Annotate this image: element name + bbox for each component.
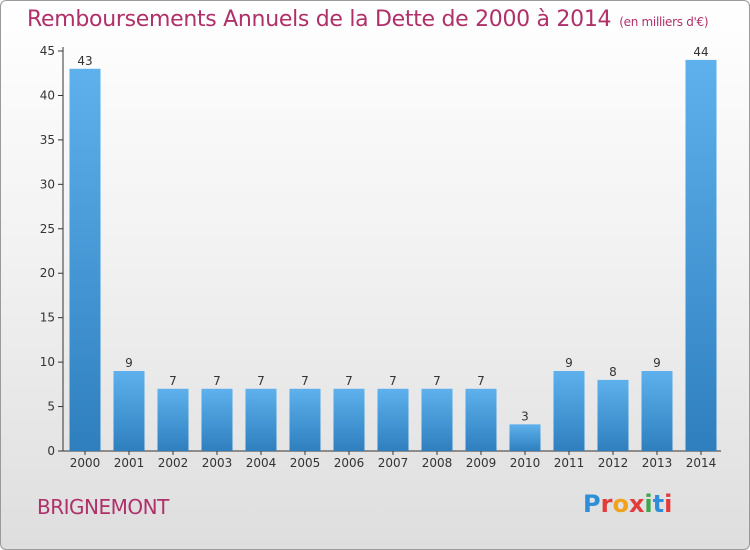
bar-value-label: 9: [125, 356, 133, 370]
x-tick-label: 2003: [202, 456, 233, 470]
bar: [289, 388, 321, 451]
x-tick-label: 2001: [114, 456, 145, 470]
y-tick-label: 10: [40, 355, 55, 369]
logo-letter: P: [583, 490, 601, 518]
bar: [553, 371, 585, 451]
bar: [157, 388, 189, 451]
x-tick-label: 2014: [686, 456, 717, 470]
bar: [113, 371, 145, 451]
logo-letter: i: [664, 490, 673, 518]
x-tick-label: 2009: [466, 456, 497, 470]
x-tick-label: 2008: [422, 456, 453, 470]
bar: [333, 388, 365, 451]
bar-value-label: 7: [213, 374, 221, 388]
bar-value-label: 7: [345, 374, 353, 388]
bar-value-label: 7: [477, 374, 485, 388]
y-tick-label: 30: [40, 177, 55, 191]
commune-name: BRIGNEMONT: [37, 495, 169, 519]
bar-value-label: 7: [257, 374, 265, 388]
bar-value-label: 7: [169, 374, 177, 388]
bar-value-label: 9: [565, 356, 573, 370]
x-tick-label: 2005: [290, 456, 321, 470]
x-tick-label: 2006: [334, 456, 365, 470]
bars: [69, 59, 717, 452]
bar-value-label: 44: [693, 45, 708, 59]
bar-value-label: 3: [521, 409, 529, 423]
bar: [421, 388, 453, 451]
bar: [641, 371, 673, 451]
y-tick-label: 35: [40, 133, 55, 147]
logo-letter: t: [652, 490, 665, 518]
proxiti-logo[interactable]: Proxiti: [583, 490, 672, 518]
bar: [509, 424, 541, 451]
y-tick-label: 15: [40, 311, 55, 325]
logo-letter: i: [644, 490, 653, 518]
chart-unit-label: (en milliers d'€): [619, 15, 709, 29]
bar: [597, 379, 629, 451]
logo-letter: o: [612, 490, 629, 518]
data-labels: 43 9 7 7 7 7 7 7 7 7 3 9 8 9 44: [77, 45, 708, 423]
bar-value-label: 8: [609, 365, 617, 379]
x-tick-label: 2013: [642, 456, 673, 470]
y-tick-label: 20: [40, 266, 55, 280]
bar: [245, 388, 277, 451]
y-tick-label: 40: [40, 88, 55, 102]
y-tick-label: 45: [40, 44, 55, 58]
bar-value-label: 7: [389, 374, 397, 388]
bar: [377, 388, 409, 451]
logo-letter: r: [600, 490, 613, 518]
bar-value-label: 43: [77, 54, 92, 68]
bar-value-label: 9: [653, 356, 661, 370]
x-tick-label: 2011: [554, 456, 585, 470]
y-tick-label: 25: [40, 222, 55, 236]
bar-value-label: 7: [433, 374, 441, 388]
x-tick-label: 2002: [158, 456, 189, 470]
bar: [465, 388, 497, 451]
chart-title: Remboursements Annuels de la Dette de 20…: [27, 7, 709, 32]
axes: 0 5 10 15 20 25 30 35 40 45 2000 2001 2002 2003 2004 20…: [40, 44, 721, 470]
bar: [201, 388, 233, 451]
x-tick-label: 2012: [598, 456, 629, 470]
x-tick-label: 2007: [378, 456, 409, 470]
chart-title-text: Remboursements Annuels de la Dette de 20…: [27, 7, 612, 32]
logo-letter: x: [628, 490, 645, 518]
x-tick-label: 2000: [70, 456, 101, 470]
bar: [69, 68, 101, 452]
y-tick-label: 0: [47, 444, 55, 458]
bar: [685, 59, 717, 452]
y-tick-label: 5: [47, 400, 55, 414]
x-tick-label: 2004: [246, 456, 277, 470]
x-tick-label: 2010: [510, 456, 541, 470]
bar-value-label: 7: [301, 374, 309, 388]
